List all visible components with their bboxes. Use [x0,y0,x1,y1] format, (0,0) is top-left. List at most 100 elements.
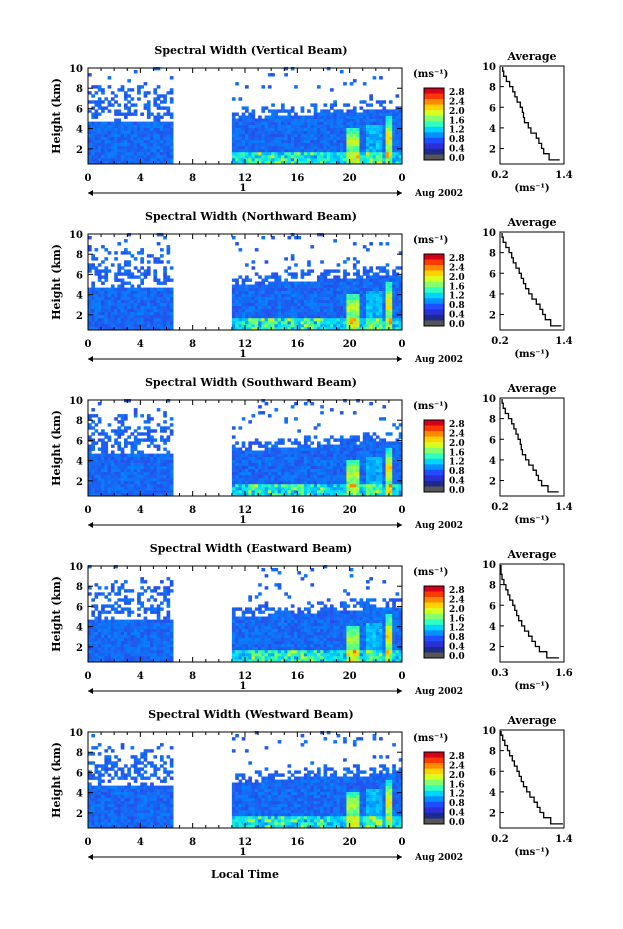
heatmap-cell [287,327,292,331]
heatmap-cell [88,649,92,654]
heatmap-cell [88,287,92,291]
heatmap-cell [153,480,158,485]
heatmap-cell [343,399,347,403]
heatmap-cell [94,634,99,639]
heatmap-cell [120,462,125,467]
heatmap-cell [137,290,141,294]
heatmap-cell [97,453,102,457]
heatmap-cell [88,477,92,482]
heatmap-cell [241,296,246,301]
heatmap-cell [127,293,131,297]
heatmap-cell [137,327,141,331]
heatmap-cell [245,115,249,119]
heatmap-cell [320,493,324,497]
heatmap-cell [137,121,141,125]
heatmap-cell [110,493,115,497]
heatmap-cell [294,302,298,307]
heatmap-cell [284,130,288,135]
heatmap-cell [287,127,292,131]
heatmap-cell [267,148,272,153]
heatmap-cell [359,489,364,494]
heatmap-cell [310,139,315,144]
heatmap-cell [88,145,92,150]
heatmap-cell [313,287,318,291]
heatmap-cell [290,489,295,494]
heatmap-cell [281,299,285,304]
heatmap-cell [294,417,298,421]
heatmap-cell [166,314,171,319]
heatmap-cell [231,311,236,316]
heatmap-cell [245,483,249,488]
heatmap-cell [320,260,324,264]
heatmap-cell [356,269,360,273]
heatmap-cell [372,314,377,319]
heatmap-cell [153,133,158,138]
heatmap-cell [261,468,266,473]
heatmap-cell [359,290,364,294]
heatmap-cell [392,447,396,451]
heatmap-cell [313,450,318,454]
heatmap-cell [107,154,112,159]
heatmap-cell [281,287,285,291]
heatmap-cell [130,327,135,331]
heatmap-cell [91,634,95,639]
heatmap-cell [107,474,112,479]
heatmap-cell [156,320,161,325]
heatmap-cell [117,278,122,282]
x-tick-label: 0 [85,173,92,184]
heatmap-cell [375,468,380,473]
heatmap-cell [261,284,266,288]
colorbar-tick-label: 2.8 [449,420,465,430]
heatmap-cell [310,290,315,294]
heatmap-cell [169,91,174,95]
heatmap-cell [137,471,141,476]
heatmap-cell [114,257,118,261]
heatmap-cell [356,444,360,448]
heatmap-cell [277,161,282,165]
heatmap-cell [117,124,122,128]
heatmap-cell [379,112,383,116]
heatmap-cell [349,290,354,294]
heatmap-cell [143,438,148,442]
heatmap-cell [117,432,122,436]
heatmap-cell [156,112,161,116]
heatmap-cell [287,272,292,276]
heatmap-cell [97,133,102,138]
heatmap-cell [281,477,285,482]
heatmap-cell [264,459,269,463]
heatmap-cell [97,489,102,494]
heatmap-cell [392,124,396,128]
heatmap-cell [356,287,360,291]
heatmap-cell [231,450,236,454]
heatmap-cell [169,139,174,144]
heatmap-cell [140,302,144,307]
heatmap-cell [94,468,99,473]
heatmap-cell [372,468,377,473]
heatmap-cell [114,139,118,144]
heatmap-cell [274,109,279,113]
heatmap-cell [333,450,337,454]
heatmap-cell [317,480,321,485]
heatmap-cell [392,450,396,454]
heatmap-cell [294,305,298,310]
heatmap-cell [101,109,105,113]
heatmap-cell [101,453,105,457]
heatmap-cell [127,308,131,313]
heatmap-cell [339,474,344,479]
heatmap-cells [88,565,403,663]
heatmap-cell [150,145,154,150]
heatmap-cell [258,121,262,125]
heatmap-cell [245,142,249,147]
heatmap-cell [160,308,164,313]
heatmap-cell [91,100,95,104]
heatmap-cell [127,314,131,319]
heatmap-cell [300,323,305,328]
heatmap-cell [124,121,128,125]
heatmap-cell [140,299,144,304]
heatmap-cell [245,314,249,319]
heatmap-cell [156,157,161,162]
heatmap-cell [110,471,115,476]
heatmap-cell [160,456,164,460]
heatmap-cell [271,275,275,279]
heatmap-cell [323,118,328,122]
